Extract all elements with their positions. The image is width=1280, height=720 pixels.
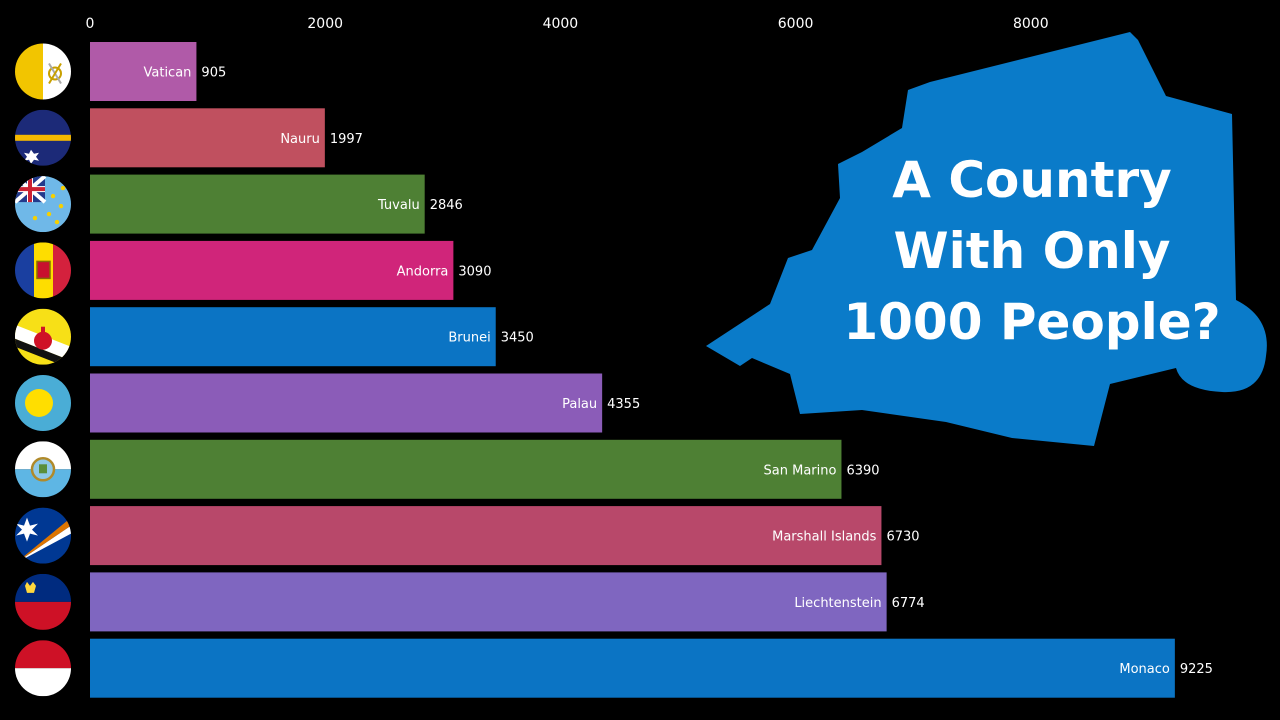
bar-category-label: Palau xyxy=(562,397,597,412)
bar xyxy=(90,42,197,101)
bar xyxy=(90,572,887,632)
bar xyxy=(90,506,882,566)
headline-line-1: A Country xyxy=(892,151,1172,209)
x-axis: 0 2000 4000 6000 8000 xyxy=(86,16,1049,32)
nauru-flag-icon xyxy=(15,109,71,166)
bar-value-label: 905 xyxy=(201,66,226,81)
headline-overlay: A Country With Only 1000 People? xyxy=(706,32,1267,446)
x-tick-label: 2000 xyxy=(307,16,343,32)
bar-value-label: 4355 xyxy=(607,397,640,412)
bar-category-label: Brunei xyxy=(448,331,490,346)
headline-line-3: 1000 People? xyxy=(843,293,1220,351)
headline-line-2: With Only xyxy=(893,222,1170,280)
bar-value-label: 6390 xyxy=(846,463,879,478)
bar-category-label: Andorra xyxy=(397,264,449,279)
bar xyxy=(90,240,454,300)
palau-flag-icon xyxy=(15,375,71,431)
bar-category-label: Vatican xyxy=(144,66,192,81)
san-marino-flag-icon xyxy=(15,441,71,498)
bars: Vatican 905 Nauru 1997 Tuvalu 2846 Andorra 3090… xyxy=(90,42,1213,698)
bar-value-label: 3090 xyxy=(458,264,491,279)
bar-value-label: 9225 xyxy=(1180,662,1213,677)
bar-category-label: San Marino xyxy=(764,463,837,478)
bar xyxy=(90,439,842,499)
vatican-map-icon xyxy=(706,32,1267,446)
bar-value-label: 3450 xyxy=(501,331,534,346)
x-tick-label: 6000 xyxy=(778,16,814,32)
flag-column xyxy=(15,43,71,697)
bar xyxy=(90,307,496,367)
x-tick-label: 8000 xyxy=(1013,16,1049,32)
bar-category-label: Liechtenstein xyxy=(794,596,881,611)
monaco-flag-icon xyxy=(15,640,71,697)
bar-value-label: 2846 xyxy=(430,198,463,213)
brunei-flag-icon xyxy=(15,308,71,365)
bar xyxy=(90,638,1175,698)
x-tick-label: 0 xyxy=(86,16,95,32)
bar-value-label: 6774 xyxy=(892,596,925,611)
bar xyxy=(90,174,425,234)
x-tick-label: 4000 xyxy=(543,16,579,32)
bar-category-label: Nauru xyxy=(280,132,320,147)
marshall-islands-flag-icon xyxy=(15,507,71,564)
bar xyxy=(90,373,603,433)
liechtenstein-flag-icon xyxy=(15,573,71,630)
bar xyxy=(90,108,325,168)
bar-category-label: Marshall Islands xyxy=(772,530,877,545)
bar-value-label: 1997 xyxy=(330,132,363,147)
tuvalu-flag-icon xyxy=(15,176,71,233)
bar-category-label: Monaco xyxy=(1119,662,1170,677)
andorra-flag-icon xyxy=(15,242,71,299)
bar-category-label: Tuvalu xyxy=(377,198,420,213)
vatican-flag-icon xyxy=(15,43,71,100)
bar-value-label: 6730 xyxy=(886,530,919,545)
